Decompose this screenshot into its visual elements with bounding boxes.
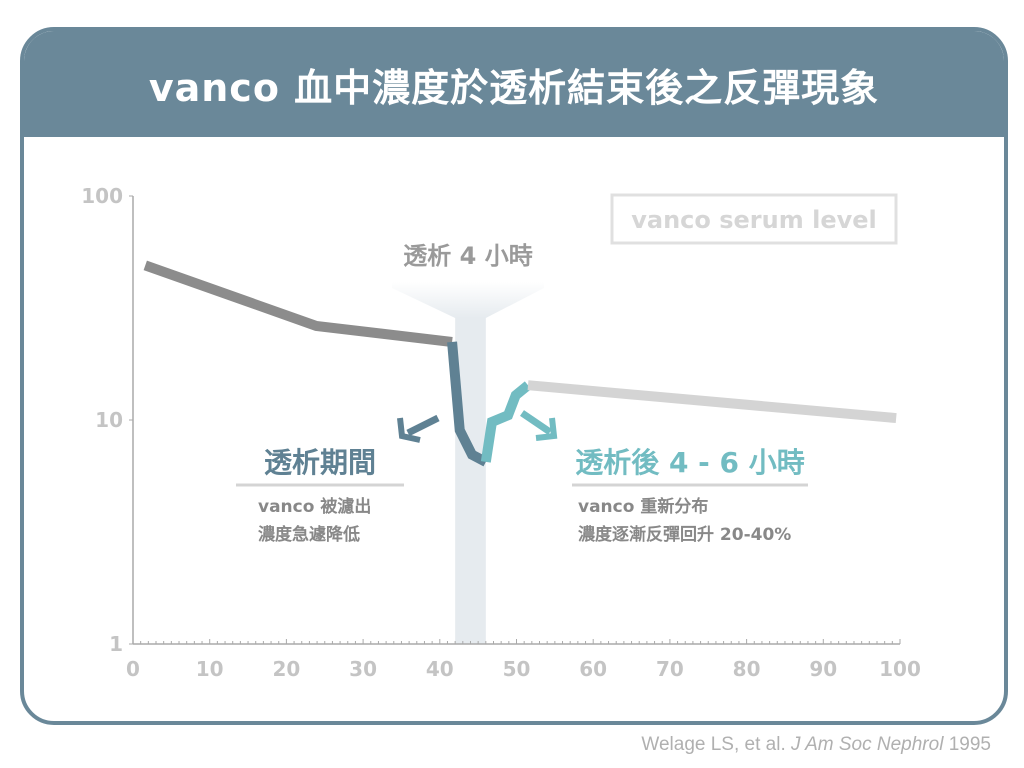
shaded-region-funnel [392,282,544,318]
citation-journal: J Am Soc Nephrol [791,734,944,755]
annotation-during-line: 濃度急遽降低 [258,524,360,545]
annotation-rebound-title: 透析後 4 - 6 小時 [575,446,805,479]
page-title: vanco 血中濃度於透析結束後之反彈現象 [24,31,1004,137]
citation: Welage LS, et al. J Am Soc Nephrol 1995 [641,734,991,756]
shaded-region-label: 透析 4 小時 [403,242,532,270]
shaded-region [455,318,486,644]
series-line-during-dialysis [447,341,489,467]
y-tick-label: 100 [81,184,123,208]
x-tick-label: 0 [126,657,140,681]
y-tick-label: 10 [95,408,123,432]
citation-year: 1995 [948,734,991,755]
x-tick-label: 100 [879,657,921,681]
citation-authors: Welage LS, et al. [641,734,786,755]
x-tick-label: 20 [272,657,300,681]
annotation-during-line: vanco 被濾出 [258,496,371,517]
x-tick-label: 60 [579,657,607,681]
annotation-rebound-line: vanco 重新分布 [578,496,708,517]
x-tick-label: 30 [349,657,377,681]
y-tick-label: 1 [109,632,123,656]
series-line-post-dialysis [527,380,897,424]
annotation-during-title: 透析期間 [264,446,376,479]
x-tick-label: 80 [733,657,761,681]
series-line-rebound [480,381,532,463]
arrow-left-down-icon [397,414,440,443]
series-line-pre-dialysis [143,260,453,347]
legend-box [610,193,898,245]
x-tick-label: 10 [196,657,224,681]
x-tick-label: 70 [656,657,684,681]
annotation-rebound-line: 濃度逐漸反彈回升 20-40% [578,524,791,545]
x-tick-label: 90 [809,657,837,681]
legend-label: vanco serum level [631,206,877,234]
x-tick-label: 50 [503,657,531,681]
arrow-right-down-icon [520,410,558,441]
chart-card: vanco 血中濃度於透析結束後之反彈現象 [20,27,1008,725]
x-tick-label: 40 [426,657,454,681]
